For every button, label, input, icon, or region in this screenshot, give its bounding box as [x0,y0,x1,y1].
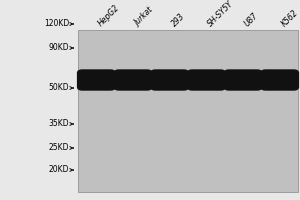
FancyBboxPatch shape [78,70,115,90]
FancyBboxPatch shape [78,30,298,192]
Text: U87: U87 [243,11,260,28]
Text: 120KD: 120KD [44,20,69,28]
Text: 50KD: 50KD [48,83,69,92]
Text: 35KD: 35KD [48,119,69,129]
Text: 20KD: 20KD [49,166,69,174]
Text: HepG2: HepG2 [96,3,121,28]
Text: 293: 293 [170,11,186,28]
FancyBboxPatch shape [261,70,298,90]
FancyBboxPatch shape [224,70,262,90]
Text: 25KD: 25KD [49,144,69,152]
Text: K562: K562 [280,8,300,28]
FancyBboxPatch shape [188,70,225,90]
Text: Jurkat: Jurkat [133,6,155,28]
FancyBboxPatch shape [151,70,188,90]
Text: 90KD: 90KD [48,44,69,52]
Text: SH-SY5Y: SH-SY5Y [206,0,236,28]
FancyBboxPatch shape [114,70,152,90]
